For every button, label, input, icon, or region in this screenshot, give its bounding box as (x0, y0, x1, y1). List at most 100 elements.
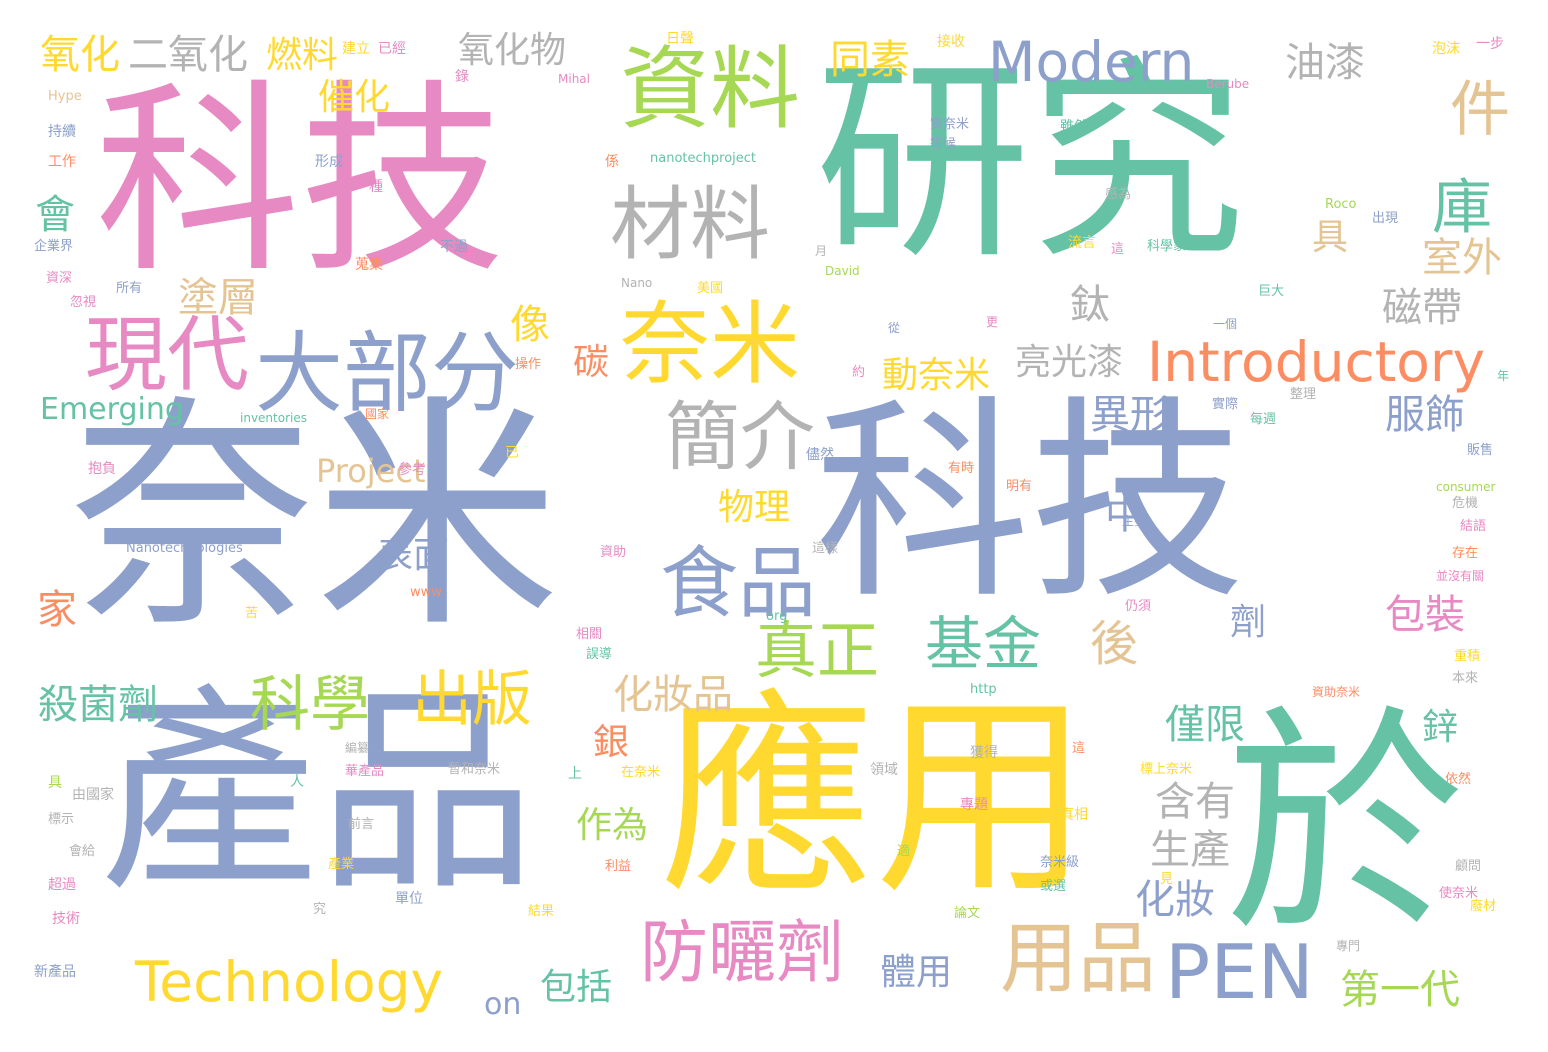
word-172: 結果 (528, 904, 555, 919)
word-132: org (766, 609, 788, 624)
word-25: 油漆 (1285, 40, 1365, 86)
word-128: 存在 (1452, 546, 1479, 561)
word-101: 美國 (697, 281, 724, 296)
word-49: 基金 (925, 610, 1042, 678)
word-129: 並沒有關 (1436, 569, 1485, 583)
word-1: 研究 (815, 37, 1245, 288)
word-40: 服飾 (1385, 392, 1465, 438)
word-78: 工作 (48, 154, 76, 170)
word-2: 奈米 (70, 375, 560, 660)
word-106: 操作 (515, 357, 542, 372)
word-98: 忽視 (70, 295, 97, 310)
word-75: Mihal (558, 72, 590, 86)
word-171: 廢材 (1470, 899, 1497, 914)
word-121: consumer (1436, 480, 1496, 494)
word-84: 等候 (930, 137, 957, 152)
word-160: 奈米級 (1040, 855, 1080, 870)
word-163: 或選 (1040, 879, 1067, 894)
word-5: 應用 (660, 672, 1090, 923)
word-139: 資助奈米 (1312, 685, 1361, 699)
word-56: 銀 (593, 722, 630, 763)
word-13: Introductory (1147, 330, 1486, 394)
word-157: 會給 (69, 844, 96, 859)
word-97: David (825, 264, 860, 278)
word-87: Roco (1325, 197, 1357, 212)
word-23: 氧化物 (458, 30, 567, 71)
word-146: 在奈米 (621, 765, 661, 780)
word-59: 含有 (1155, 779, 1235, 825)
word-52: 出版 (412, 665, 532, 735)
word-115: 參考 (398, 462, 426, 478)
word-69: 日聲 (666, 31, 694, 47)
word-119: 明有 (1006, 479, 1033, 494)
word-16: 防曬劑 (640, 914, 845, 993)
word-126: 資助 (600, 545, 627, 560)
word-109: inventories (240, 411, 307, 425)
word-28: 具 (1312, 217, 1349, 258)
word-137: 本來 (1452, 671, 1479, 686)
word-113: 每週 (1250, 412, 1277, 427)
word-39: 異形 (1090, 392, 1170, 438)
word-60: 生產 (1150, 827, 1230, 873)
word-61: 作為 (576, 805, 649, 846)
word-64: 第一代 (1340, 967, 1460, 1013)
word-21: 二氧化 (128, 32, 248, 78)
word-127: 這樣 (812, 541, 839, 556)
word-71: 泡沫 (1432, 41, 1460, 57)
word-26: 件 (1450, 75, 1510, 145)
word-170: 論文 (954, 906, 981, 921)
word-77: 持續 (48, 124, 76, 140)
word-147: 領域 (870, 762, 898, 778)
word-85: 雖然 (1060, 119, 1088, 135)
word-167: 使奈米 (1439, 886, 1479, 901)
word-9: 奈米 (620, 292, 800, 397)
word-156: 真相 (1060, 807, 1088, 823)
word-6: 於 (1225, 685, 1466, 965)
word-108: 年 (1497, 369, 1510, 383)
word-142: 編纂 (345, 741, 370, 755)
word-15: 食品 (660, 539, 817, 629)
word-0: 科技 (95, 63, 505, 301)
word-112: 實際 (1212, 397, 1239, 412)
word-53: 科學 (250, 670, 370, 740)
word-66: on (484, 987, 522, 1022)
word-93: 科學家 (1147, 239, 1187, 254)
word-150: 標上奈米 (1140, 762, 1193, 777)
word-100: Nano (621, 276, 653, 290)
word-114: 抱負 (88, 461, 116, 477)
word-110: 國家 (365, 407, 390, 421)
word-65: 包括 (540, 967, 613, 1008)
word-120: 販售 (1467, 443, 1494, 458)
word-138: http (970, 682, 997, 697)
word-148: 獲得 (970, 745, 998, 761)
word-104: 從 (888, 321, 901, 335)
word-22: 燃料 (266, 35, 339, 76)
word-151: 依然 (1445, 772, 1472, 787)
word-102: 巨大 (1258, 284, 1285, 299)
word-134: 相關 (576, 627, 603, 642)
word-4: 產品 (100, 667, 536, 920)
word-36: 碳 (573, 342, 610, 383)
word-57: 僅限 (1165, 702, 1245, 748)
word-162: 利益 (605, 859, 632, 874)
word-38: 亮光漆 (1015, 342, 1124, 383)
word-174: 新產品 (34, 964, 76, 980)
word-152: 由國家 (72, 787, 114, 803)
word-74: 錄 (455, 69, 469, 85)
word-99: 所有 (116, 281, 143, 296)
word-62: 化妝 (1135, 877, 1215, 923)
word-111: 整理 (1290, 387, 1317, 402)
word-83: 實奈米 (930, 117, 970, 132)
word-58: 鋅 (1422, 707, 1459, 748)
word-79: 形成 (315, 154, 343, 170)
word-153: 標示 (48, 812, 75, 827)
word-73: Berube (1206, 77, 1250, 91)
word-54: 化妝品 (613, 672, 733, 718)
word-136: 重積 (1454, 649, 1481, 664)
word-10: 大部分 (255, 322, 520, 425)
word-169: 究 (313, 902, 327, 917)
word-159: 適 (897, 844, 911, 859)
word-17: 用品 (1000, 914, 1157, 1004)
word-29: 會 (35, 192, 75, 238)
